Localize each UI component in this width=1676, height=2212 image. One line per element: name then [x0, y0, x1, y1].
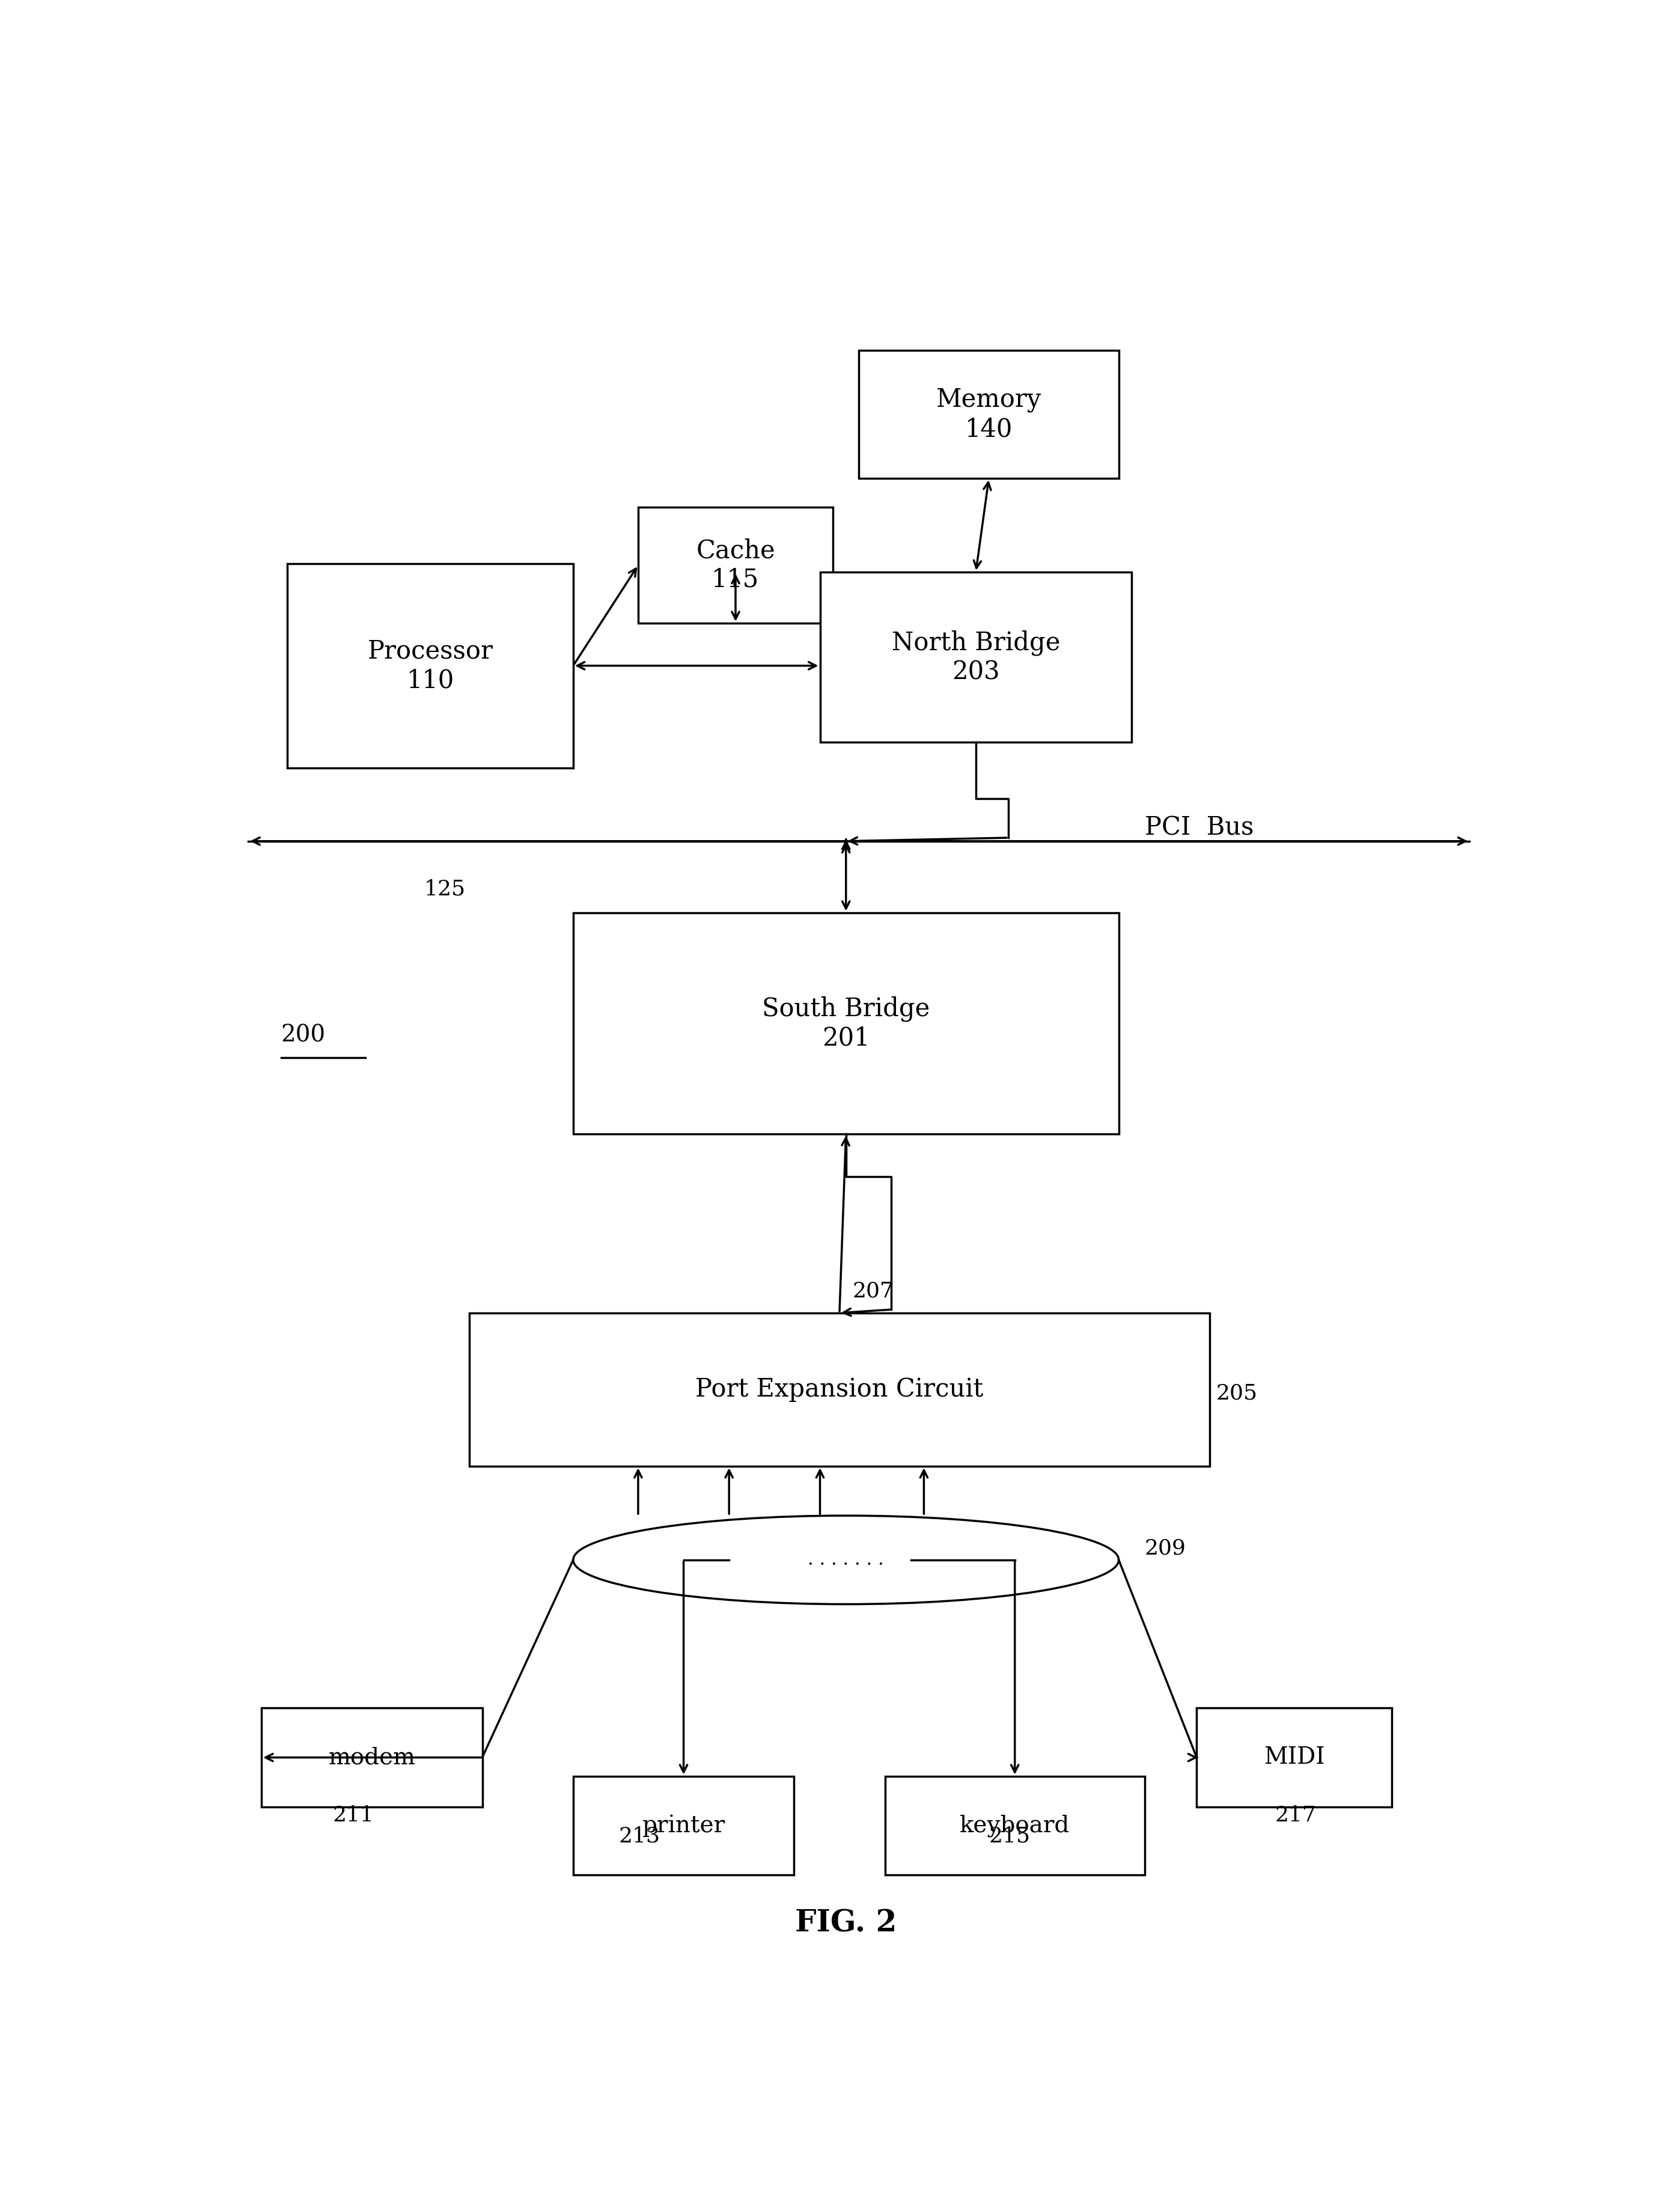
- Text: keyboard: keyboard: [960, 1814, 1069, 1836]
- Bar: [885, 1776, 1145, 1876]
- Text: modem: modem: [328, 1745, 416, 1770]
- Bar: [639, 507, 833, 624]
- Text: Port Expansion Circuit: Port Expansion Circuit: [696, 1376, 984, 1402]
- Text: 211: 211: [334, 1805, 374, 1825]
- Text: 125: 125: [424, 878, 466, 898]
- Text: 205: 205: [1217, 1382, 1257, 1402]
- Text: FIG. 2: FIG. 2: [794, 1909, 897, 1938]
- Text: 200: 200: [282, 1024, 325, 1046]
- Text: MIDI: MIDI: [1264, 1745, 1324, 1770]
- Text: North Bridge
203: North Bridge 203: [892, 630, 1061, 684]
- Bar: [820, 573, 1131, 743]
- Text: 217: 217: [1274, 1805, 1316, 1825]
- Bar: [573, 1776, 794, 1876]
- Bar: [860, 349, 1120, 478]
- Bar: [573, 914, 1120, 1135]
- Text: 207: 207: [853, 1281, 893, 1301]
- Text: PCI  Bus: PCI Bus: [1145, 814, 1254, 841]
- Text: Cache
115: Cache 115: [696, 538, 774, 593]
- Text: 215: 215: [989, 1825, 1031, 1847]
- Bar: [261, 1708, 483, 1807]
- Text: 213: 213: [618, 1825, 660, 1847]
- Text: printer: printer: [642, 1814, 726, 1836]
- Text: Processor
110: Processor 110: [367, 639, 493, 692]
- Text: . . . . . . .: . . . . . . .: [808, 1551, 883, 1568]
- Bar: [1197, 1708, 1391, 1807]
- Text: South Bridge
201: South Bridge 201: [763, 995, 930, 1051]
- Bar: [469, 1314, 1210, 1467]
- Ellipse shape: [573, 1515, 1120, 1604]
- Bar: [288, 564, 573, 768]
- Text: Memory
140: Memory 140: [937, 387, 1041, 442]
- Text: 209: 209: [1145, 1537, 1187, 1557]
